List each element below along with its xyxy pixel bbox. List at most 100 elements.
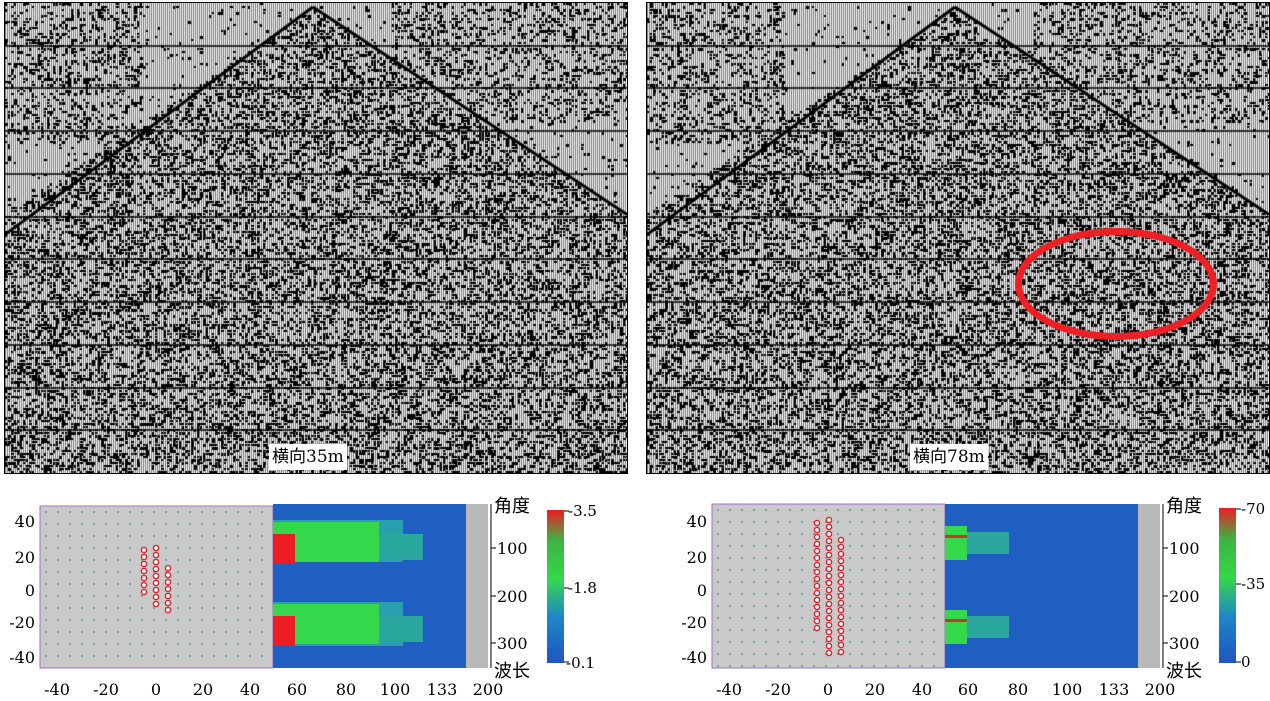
grid-dot	[237, 547, 239, 549]
grid-dot	[93, 547, 95, 549]
grid-dot	[189, 523, 191, 525]
grid-dot	[741, 521, 743, 523]
grid-dot	[741, 605, 743, 607]
grid-dot	[81, 655, 83, 657]
grid-dot	[813, 665, 815, 667]
grid-dot	[153, 523, 155, 525]
grid-dot	[909, 605, 911, 607]
grid-dot	[93, 523, 95, 525]
grid-dot	[849, 629, 851, 631]
grid-dot	[765, 617, 767, 619]
grid-dot	[141, 619, 143, 621]
grid-dot	[885, 641, 887, 643]
colorbar-left: -3.5 -1.8 -0.1	[547, 502, 597, 672]
y-tick-label: 0	[25, 581, 35, 600]
grid-dot	[201, 655, 203, 657]
grid-dot	[753, 533, 755, 535]
grid-dot	[201, 631, 203, 633]
sensor-marker	[164, 599, 172, 607]
grid-dot	[897, 521, 899, 523]
grid-dot	[165, 643, 167, 645]
grid-dot	[777, 617, 779, 619]
spectrum-band	[967, 532, 1009, 554]
grid-dot	[261, 559, 263, 561]
grid-dot	[129, 607, 131, 609]
grid-dot	[897, 641, 899, 643]
spectrum-band	[379, 534, 423, 560]
highlight-circle-annotation	[1015, 228, 1217, 340]
grid-dot	[201, 583, 203, 585]
grid-dot	[873, 545, 875, 547]
grid-dot	[189, 619, 191, 621]
grid-dot	[885, 593, 887, 595]
grid-dot	[873, 629, 875, 631]
grid-dot	[249, 643, 251, 645]
grid-dot	[81, 571, 83, 573]
grid-dot	[57, 595, 59, 597]
grid-dot	[261, 511, 263, 513]
grid-dot	[201, 619, 203, 621]
grid-dot	[177, 523, 179, 525]
sensor-marker	[164, 592, 172, 600]
grid-dot	[741, 653, 743, 655]
grid-dot	[861, 533, 863, 535]
seismic-traces-left	[5, 3, 627, 473]
layout-spectrum-panel-right: 40 20 0 -20 -40 -40 -20 0 20 40 60 80 10…	[681, 496, 1265, 699]
sensor-marker	[164, 578, 172, 586]
grid-dot	[45, 655, 47, 657]
grid-dot	[717, 533, 719, 535]
sensor-marker	[813, 582, 821, 590]
grid-dot	[45, 607, 47, 609]
grid-dot	[813, 509, 815, 511]
grid-dot	[825, 665, 827, 667]
grid-dot	[117, 631, 119, 633]
spectrum-band	[379, 616, 423, 642]
colorbar-min-label: 0	[1241, 653, 1251, 671]
grid-dot	[801, 557, 803, 559]
grid-dot	[105, 595, 107, 597]
right-tick-label: 300	[1169, 634, 1200, 653]
sensor-marker	[813, 526, 821, 534]
grid-dot	[717, 545, 719, 547]
x-tick-label: 100	[380, 680, 411, 699]
grid-dot	[765, 593, 767, 595]
grid-dot	[141, 607, 143, 609]
grid-dot	[117, 511, 119, 513]
grid-dot	[921, 641, 923, 643]
grid-dot	[861, 641, 863, 643]
sensor-marker	[837, 543, 845, 551]
grid-dot	[897, 593, 899, 595]
grid-dot	[225, 571, 227, 573]
grid-dot	[225, 547, 227, 549]
grid-dot	[921, 593, 923, 595]
sensor-marker	[152, 572, 160, 580]
grid-dot	[909, 581, 911, 583]
grid-dot	[849, 665, 851, 667]
grid-dot	[717, 593, 719, 595]
grid-dot	[189, 547, 191, 549]
grid-dot	[105, 607, 107, 609]
grid-dot	[129, 643, 131, 645]
grid-dot	[213, 619, 215, 621]
grid-dot	[237, 511, 239, 513]
grid-dot	[801, 521, 803, 523]
grid-dot	[873, 557, 875, 559]
grid-dot	[69, 535, 71, 537]
x-tick-label: -40	[44, 680, 70, 699]
grid-dot	[717, 653, 719, 655]
grid-dot	[189, 511, 191, 513]
grid-dot	[177, 547, 179, 549]
grid-dot	[825, 641, 827, 643]
grid-dot	[897, 581, 899, 583]
grid-dot	[225, 595, 227, 597]
grid-dot	[861, 521, 863, 523]
grid-dot	[729, 641, 731, 643]
spectrum-band	[273, 616, 295, 646]
sensor-marker	[825, 621, 833, 629]
grid-dot	[153, 619, 155, 621]
right-axis-right: 角度 100 200 300 波长	[1162, 496, 1202, 682]
grid-dot	[885, 545, 887, 547]
grid-dot	[801, 641, 803, 643]
grid-dot	[177, 619, 179, 621]
sensor-marker	[152, 586, 160, 594]
